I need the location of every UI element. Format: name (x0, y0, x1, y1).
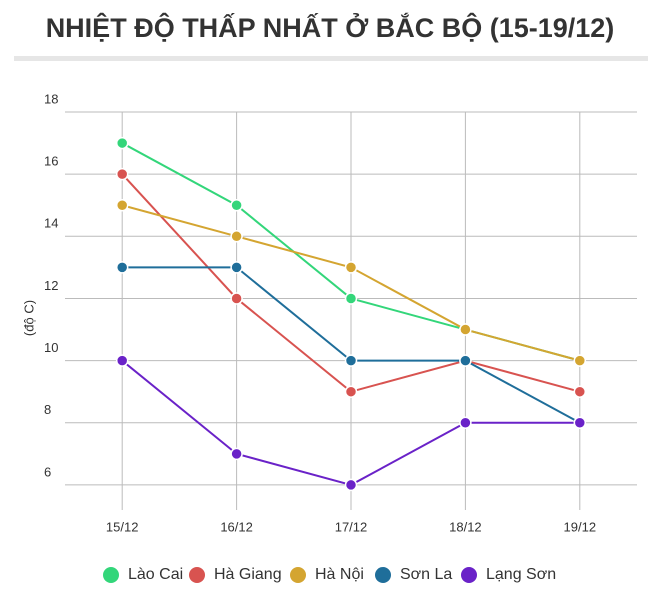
point (230, 261, 243, 274)
point (459, 323, 472, 336)
point (573, 385, 587, 398)
legend-label: Hà Giang (214, 566, 282, 583)
point (230, 230, 243, 243)
point (573, 354, 587, 367)
point (115, 198, 129, 212)
point (344, 478, 358, 492)
legend-swatch (189, 567, 205, 583)
point (230, 447, 243, 461)
point (230, 198, 243, 212)
y-axis-label: (độ C) (21, 300, 36, 336)
x-tick-label: 18/12 (449, 519, 482, 534)
point (459, 354, 472, 367)
point (230, 292, 243, 305)
point (344, 385, 358, 398)
x-tick-label: 16/12 (220, 519, 253, 534)
point (344, 261, 358, 274)
legend-label: Sơn La (400, 566, 452, 583)
point (344, 354, 358, 367)
legend-swatch (290, 567, 306, 583)
chart-title: NHIỆT ĐỘ THẤP NHẤT Ở BẮC BỘ (15-19/12) (46, 11, 615, 43)
x-tick-label: 19/12 (564, 519, 597, 534)
x-tick-label: 15/12 (106, 519, 139, 534)
point (344, 292, 358, 305)
legend-label: Lào Cai (128, 566, 183, 583)
legend-swatch (375, 567, 391, 583)
y-tick-label: 12 (44, 278, 58, 293)
y-tick-label: 10 (44, 340, 58, 355)
point (115, 354, 129, 367)
legend-swatch (461, 567, 477, 583)
legend-label: Lạng Sơn (486, 566, 556, 583)
point (573, 416, 587, 430)
title-rule (14, 56, 648, 61)
point (459, 416, 472, 430)
y-tick-label: 16 (44, 154, 58, 169)
point (115, 167, 129, 181)
y-tick-label: 6 (44, 464, 51, 479)
legend-label: Hà Nội (315, 566, 364, 583)
y-tick-label: 18 (44, 91, 58, 106)
y-tick-label: 14 (44, 216, 58, 231)
point (115, 136, 129, 150)
legend-swatch (103, 567, 119, 583)
point (115, 261, 129, 274)
y-tick-label: 8 (44, 402, 51, 417)
x-tick-label: 17/12 (335, 519, 368, 534)
